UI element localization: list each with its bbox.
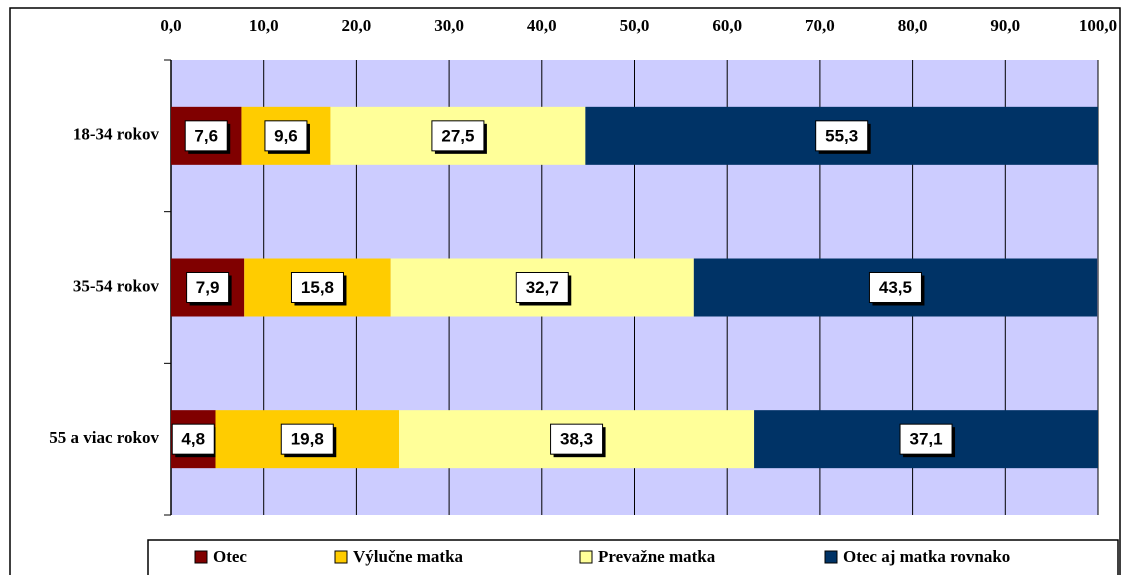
value-label: 15,8 <box>301 278 334 297</box>
label-box <box>550 423 604 455</box>
x-tick-label: 30,0 <box>434 16 464 35</box>
x-tick-label: 70,0 <box>805 16 835 35</box>
y-tick-label: 18-34 rokov <box>73 125 160 144</box>
value-label: 32,7 <box>526 278 559 297</box>
label-box <box>868 272 922 303</box>
legend-label: Prevažne matka <box>598 547 716 566</box>
x-tick-label: 20,0 <box>342 16 372 35</box>
x-tick-label: 10,0 <box>249 16 279 35</box>
legend-swatch <box>194 550 208 564</box>
label-box <box>264 120 308 152</box>
legend-label: Otec <box>213 547 247 566</box>
value-label: 7,9 <box>196 278 220 297</box>
x-tick-label: 80,0 <box>898 16 928 35</box>
legend-swatch <box>579 550 593 564</box>
x-tick-label: 60,0 <box>712 16 742 35</box>
value-label: 55,3 <box>825 126 858 145</box>
label-box <box>186 272 230 303</box>
legend-swatch <box>334 550 348 564</box>
value-label: 37,1 <box>909 430 942 449</box>
legend-label: Výlučne matka <box>353 547 464 566</box>
label-box <box>290 272 344 303</box>
legend <box>147 539 1119 575</box>
y-tick-label: 35-54 rokov <box>73 276 160 295</box>
x-tick-label: 100,0 <box>1079 16 1117 35</box>
y-tick-label: 55 a viac rokov <box>49 428 159 447</box>
value-label: 9,6 <box>274 126 298 145</box>
x-tick-label: 40,0 <box>527 16 557 35</box>
x-tick-label: 0,0 <box>160 16 181 35</box>
label-box <box>171 423 215 455</box>
value-label: 19,8 <box>291 430 324 449</box>
legend-label: Otec aj matka rovnako <box>843 547 1010 566</box>
label-box <box>280 423 334 455</box>
value-label: 38,3 <box>560 430 593 449</box>
value-label: 27,5 <box>441 126 474 145</box>
value-label: 43,5 <box>879 278 912 297</box>
label-box <box>184 120 228 152</box>
legend-swatch <box>824 550 838 564</box>
label-box <box>815 120 869 152</box>
value-label: 7,6 <box>194 126 218 145</box>
label-box <box>431 120 485 152</box>
label-box <box>515 272 569 303</box>
x-tick-label: 90,0 <box>990 16 1020 35</box>
label-box <box>899 423 953 455</box>
value-label: 4,8 <box>181 430 205 449</box>
x-tick-label: 50,0 <box>620 16 650 35</box>
